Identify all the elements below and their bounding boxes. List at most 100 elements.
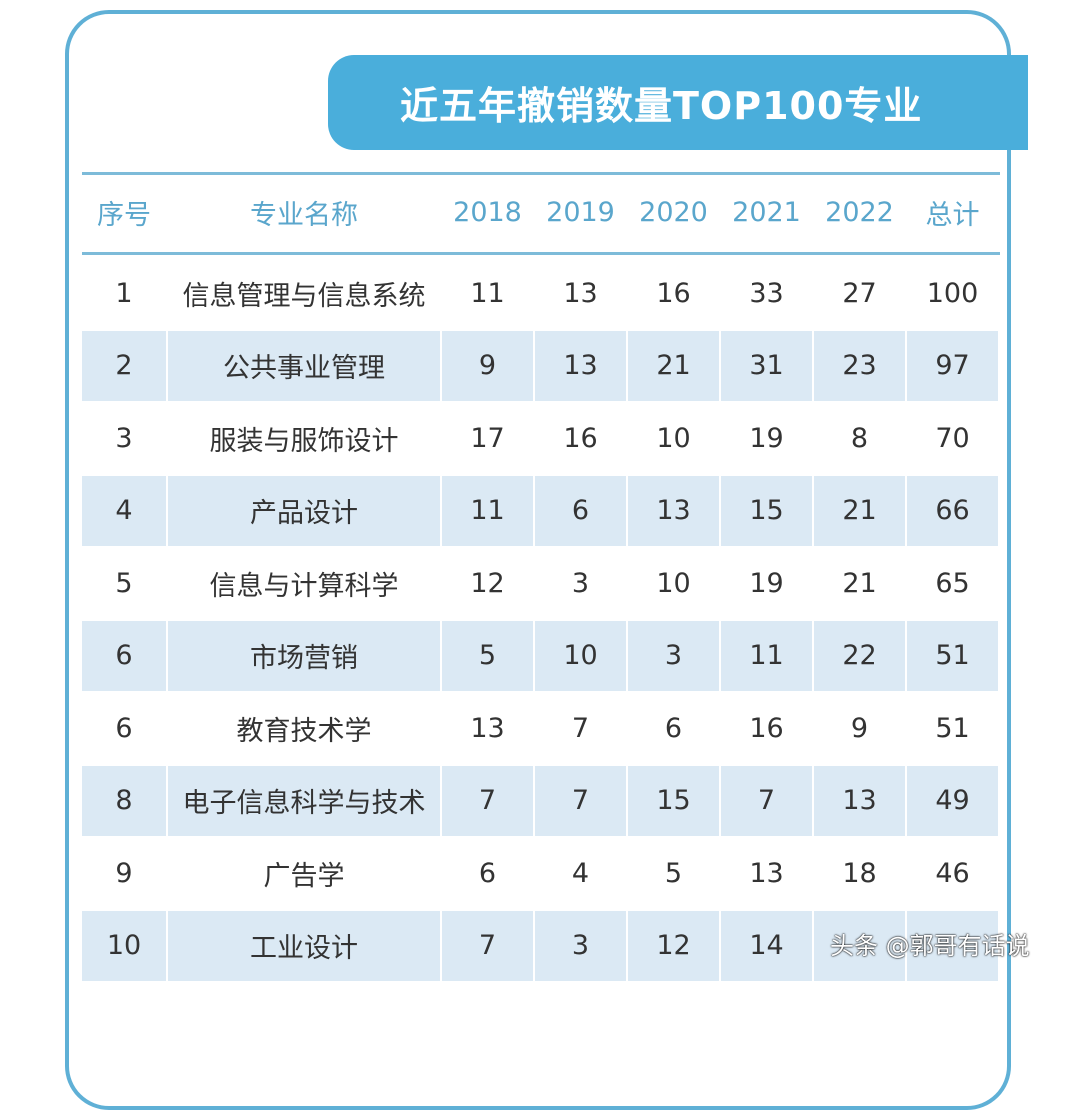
table-cell: 15 (628, 765, 719, 836)
table-cell: 49 (907, 765, 998, 836)
table-cell: 9 (850, 712, 869, 744)
table-cell: 5 (442, 620, 533, 691)
table-cell: 公共事业管理 (168, 330, 440, 401)
table-row: 4 产品设计 11 6 13 15 21 66 (82, 475, 1000, 549)
column-header: 2021 (732, 197, 801, 228)
table-cell: 51 (907, 620, 998, 691)
table-cell: 13 (628, 475, 719, 546)
table-cell: 97 (907, 330, 998, 401)
table-cell (907, 910, 998, 981)
column-header: 序号 (97, 200, 151, 231)
table-cell: 17 (470, 422, 505, 454)
table-cell: 7 (535, 765, 626, 836)
table-cell: 13 (470, 712, 505, 744)
table-cell: 11 (721, 620, 812, 691)
table-cell: 46 (935, 857, 970, 889)
table-cell: 6 (115, 712, 133, 744)
table-cell: 14 (721, 910, 812, 981)
table-cell: 10 (82, 910, 166, 981)
table-cell: 19 (749, 422, 784, 454)
column-header: 专业名称 (250, 200, 358, 231)
table-cell: 10 (656, 422, 691, 454)
table-cell: 信息与计算科学 (209, 570, 399, 602)
column-header: 2022 (825, 197, 894, 228)
table-cell: 6 (82, 620, 166, 691)
column-header: 2018 (453, 197, 522, 228)
table-header: 序号 专业名称 2018 2019 2020 2021 2022 总计 (82, 175, 1000, 252)
table-cell: 产品设计 (168, 475, 440, 546)
data-table: 序号 专业名称 2018 2019 2020 2021 2022 总计 1 信息管理与信息系统 1… (82, 172, 1000, 983)
table-row: 1 信息管理与信息系统 11 13 16 33 27 100 (82, 258, 1000, 331)
table-cell: 4 (571, 857, 590, 889)
table-row: 6 教育技术学 13 7 6 16 9 51 (82, 693, 1000, 766)
table-row: 5 信息与计算科学 12 3 10 19 21 65 (82, 548, 1000, 621)
table-cell: 13 (749, 857, 784, 889)
table-cell: 51 (935, 712, 970, 744)
table-cell: 10 (656, 567, 691, 599)
table-cell: 7 (721, 765, 812, 836)
table-cell: 27 (842, 277, 877, 309)
table-cell (814, 910, 905, 981)
table-cell: 市场营销 (168, 620, 440, 691)
table-cell: 16 (563, 422, 598, 454)
table-cell: 12 (628, 910, 719, 981)
table-cell: 65 (935, 567, 970, 599)
table-cell: 3 (535, 910, 626, 981)
watermark: 头条 @郭哥有话说 (830, 932, 1030, 960)
table-cell: 5 (115, 567, 133, 599)
table-row: 2 公共事业管理 9 13 21 31 23 97 (82, 330, 1000, 404)
table-cell: 21 (842, 567, 877, 599)
table-cell: 8 (850, 422, 869, 454)
table-cell: 3 (571, 567, 590, 599)
table-cell: 服装与服饰设计 (209, 425, 399, 457)
table-cell: 10 (535, 620, 626, 691)
table-cell: 信息管理与信息系统 (182, 280, 426, 312)
table-row: 9 广告学 6 4 5 13 18 46 (82, 838, 1000, 911)
table-cell: 3 (628, 620, 719, 691)
table-cell: 电子信息科学与技术 (168, 765, 440, 836)
table-cell: 5 (664, 857, 683, 889)
table-cell: 9 (442, 330, 533, 401)
table-cell: 13 (535, 330, 626, 401)
table-row: 8 电子信息科学与技术 7 7 15 7 13 49 (82, 765, 1000, 839)
table-cell: 13 (563, 277, 598, 309)
table-cell: 19 (749, 567, 784, 599)
table-cell: 11 (470, 277, 505, 309)
table-cell: 4 (82, 475, 166, 546)
table-cell: 6 (664, 712, 683, 744)
table-cell: 6 (478, 857, 497, 889)
page-title: 近五年撤销数量TOP100专业 (328, 55, 1028, 150)
table-cell: 15 (721, 475, 812, 546)
table-cell: 66 (907, 475, 998, 546)
divider (82, 172, 1000, 175)
table-cell: 6 (535, 475, 626, 546)
table-row: 6 市场营销 5 10 3 11 22 51 (82, 620, 1000, 694)
table-cell: 7 (571, 712, 590, 744)
table-cell: 9 (115, 857, 133, 889)
table-cell: 22 (814, 620, 905, 691)
table-cell: 21 (628, 330, 719, 401)
table-cell: 23 (814, 330, 905, 401)
table-cell: 70 (935, 422, 970, 454)
table-cell: 7 (442, 910, 533, 981)
table-cell: 21 (814, 475, 905, 546)
table-row: 10 工业设计 7 3 12 14 (82, 910, 1000, 984)
table-cell: 教育技术学 (236, 715, 372, 747)
table-cell: 3 (115, 422, 133, 454)
column-header: 2019 (546, 197, 615, 228)
table-cell: 2 (82, 330, 166, 401)
table-cell: 广告学 (263, 860, 345, 892)
table-cell: 13 (814, 765, 905, 836)
table-cell: 16 (656, 277, 691, 309)
table-cell: 8 (82, 765, 166, 836)
table-cell: 31 (721, 330, 812, 401)
table-cell: 12 (470, 567, 505, 599)
table-cell: 1 (115, 277, 133, 309)
table-cell: 11 (442, 475, 533, 546)
column-header: 2020 (639, 197, 708, 228)
table-cell: 18 (842, 857, 877, 889)
table-cell: 16 (749, 712, 784, 744)
table-cell: 工业设计 (168, 910, 440, 981)
table-cell: 7 (442, 765, 533, 836)
table-cell: 100 (926, 277, 979, 309)
